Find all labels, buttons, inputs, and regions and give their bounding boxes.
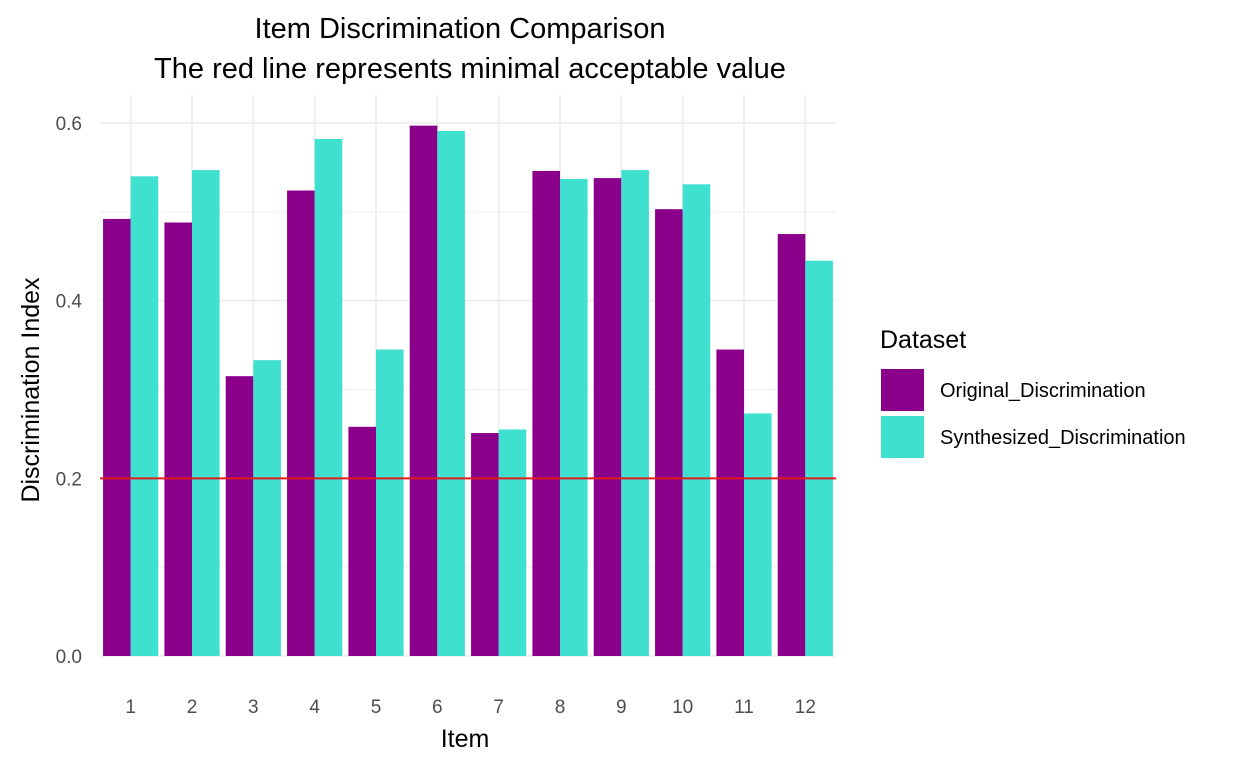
bar-original-discrimination-item-1: [103, 218, 131, 656]
y-axis-ticks: 0.0 0.2 0.4 0.6: [56, 114, 83, 668]
bar-synthesized-discrimination-item-2: [192, 170, 220, 656]
x-tick-label: 7: [493, 697, 504, 718]
legend-swatch-synthesized-discrimination: [881, 416, 924, 458]
bar-synthesized-discrimination-item-5: [376, 349, 404, 656]
bar-synthesized-discrimination-item-4: [314, 138, 343, 657]
x-tick-label: 9: [616, 697, 627, 718]
bar-synthesized-discrimination-item-1: [130, 176, 159, 657]
x-tick-label: 3: [248, 697, 259, 718]
bar-synthesized-discrimination-item-10: [682, 184, 711, 657]
x-tick-label: 11: [734, 697, 754, 718]
bar-original-discrimination-item-8: [532, 170, 560, 656]
x-tick-label: 1: [125, 697, 136, 718]
legend-label-original-discrimination: Original_Discrimination: [940, 380, 1146, 402]
bar-original-discrimination-item-2: [164, 222, 192, 656]
bar-original-discrimination-item-5: [348, 426, 376, 656]
chart-subtitle: The red line represents minimal acceptab…: [154, 53, 786, 85]
y-tick-label: 0.2: [56, 469, 82, 490]
x-tick-label: 2: [187, 697, 198, 718]
bar-original-discrimination-item-12: [777, 234, 806, 656]
bar-synthesized-discrimination-item-7: [498, 429, 527, 656]
y-tick-label: 0.4: [56, 292, 83, 313]
bar-original-discrimination-item-11: [716, 349, 744, 656]
chart-title: Item Discrimination Comparison: [255, 13, 666, 45]
y-tick-label: 0.6: [56, 114, 82, 135]
x-tick-label: 8: [555, 697, 566, 718]
legend-label-synthesized-discrimination: Synthesized_Discrimination: [940, 427, 1186, 449]
legend-swatch-original-discrimination: [881, 369, 924, 411]
bar-synthesized-discrimination-item-11: [744, 413, 772, 656]
x-tick-label: 6: [432, 697, 443, 718]
bar-original-discrimination-item-9: [593, 178, 622, 656]
x-tick-label: 4: [309, 697, 320, 718]
y-axis-title: Discrimination Index: [17, 277, 45, 503]
legend-title: Dataset: [880, 326, 966, 354]
bar-synthesized-discrimination-item-3: [253, 360, 281, 656]
legend: Dataset Original_Discrimination Synthesiz…: [880, 326, 1186, 458]
bar-original-discrimination-item-3: [225, 376, 254, 656]
x-axis-ticks: 1 2 3 4 5 6 7 8 9 10 11 12: [125, 697, 816, 718]
bar-original-discrimination-item-4: [287, 190, 315, 656]
bar-original-discrimination-item-10: [655, 209, 683, 656]
x-tick-label: 10: [672, 697, 693, 718]
x-tick-label: 12: [795, 697, 816, 718]
x-tick-label: 5: [371, 697, 382, 718]
y-tick-label: 0.0: [56, 647, 82, 668]
bars: [103, 125, 833, 657]
bar-synthesized-discrimination-item-6: [437, 130, 465, 656]
bar-synthesized-discrimination-item-12: [805, 260, 833, 656]
x-axis-title: Item: [441, 725, 490, 753]
bar-original-discrimination-item-6: [409, 125, 438, 657]
bar-original-discrimination-item-7: [471, 433, 499, 656]
bar-synthesized-discrimination-item-8: [560, 178, 588, 656]
bar-synthesized-discrimination-item-9: [621, 170, 649, 656]
